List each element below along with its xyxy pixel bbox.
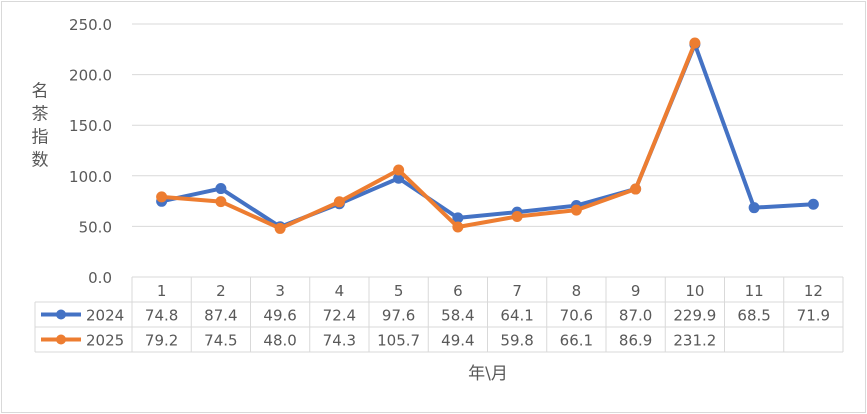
category-label: 5 (394, 282, 404, 300)
category-label: 7 (512, 282, 522, 300)
data-point-2025 (393, 164, 405, 176)
legend-marker-2025 (56, 334, 66, 345)
table-value: 79.2 (145, 332, 178, 350)
table-value: 68.5 (737, 307, 770, 325)
table-value: 59.8 (500, 332, 533, 350)
table-value: 86.9 (619, 332, 652, 350)
y-tick-label: 200.0 (69, 67, 112, 85)
category-label: 6 (453, 282, 463, 300)
table-value: 87.0 (619, 307, 652, 325)
data-point-2025 (570, 204, 582, 216)
category-label: 12 (804, 282, 823, 300)
table-value: 49.4 (441, 332, 474, 350)
category-label: 10 (685, 282, 704, 300)
table-value: 105.7 (377, 332, 420, 350)
table-value: 74.5 (204, 332, 237, 350)
legend-marker-2024 (56, 309, 66, 320)
data-point-2024 (215, 183, 227, 195)
category-label: 4 (335, 282, 345, 300)
series-line-2024 (159, 42, 816, 229)
data-point-2025 (511, 210, 523, 222)
table-value: 231.2 (673, 332, 716, 350)
table-value: 70.6 (560, 307, 593, 325)
data-point-2024 (807, 198, 819, 210)
table-value: 58.4 (441, 307, 474, 325)
data-point-2025 (452, 221, 464, 233)
x-axis-title: 年\月 (468, 364, 508, 384)
legend-label: 2025 (86, 332, 124, 350)
table-value: 97.6 (382, 307, 415, 325)
y-tick-label: 150.0 (69, 117, 112, 135)
category-label: 2 (216, 282, 226, 300)
y-tick-label: 250.0 (69, 16, 112, 34)
data-point-2025 (215, 196, 227, 208)
table-value: 66.1 (560, 332, 593, 350)
y-axis-title-char: 名 (32, 82, 49, 102)
y-axis-title-char: 数 (32, 151, 49, 171)
category-label: 9 (631, 282, 641, 300)
data-point-2025 (274, 222, 286, 234)
table-value: 74.8 (145, 307, 178, 325)
table-value: 49.6 (263, 307, 296, 325)
table-value: 48.0 (263, 332, 296, 350)
category-label: 8 (572, 282, 582, 300)
data-point-2024 (748, 202, 760, 214)
y-tick-label: 100.0 (69, 168, 112, 186)
data-point-2025 (333, 196, 345, 208)
table-value: 229.9 (673, 307, 716, 325)
table-value: 71.9 (797, 307, 830, 325)
table-value: 74.3 (323, 332, 356, 350)
y-tick-label: 50.0 (79, 218, 112, 236)
data-point-2025 (689, 37, 701, 49)
series-line-2025 (159, 41, 697, 231)
legend-label: 2024 (86, 307, 124, 325)
category-label: 1 (157, 282, 167, 300)
y-axis-title-char: 指 (32, 128, 49, 148)
table-value: 87.4 (204, 307, 237, 325)
table-value: 64.1 (500, 307, 533, 325)
data-point-2025 (156, 191, 168, 203)
y-tick-label: 0.0 (88, 269, 112, 287)
table-value: 72.4 (323, 307, 356, 325)
category-label: 11 (745, 282, 764, 300)
y-axis-title-char: 茶 (32, 105, 49, 125)
category-label: 3 (275, 282, 285, 300)
data-point-2025 (630, 183, 642, 195)
